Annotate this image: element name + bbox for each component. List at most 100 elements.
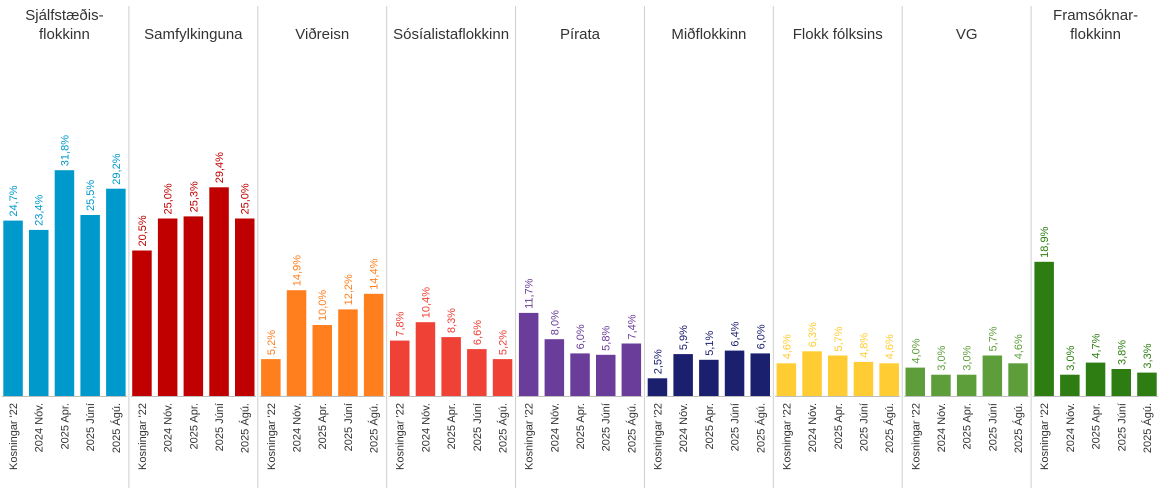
bar-pírata-4 xyxy=(621,343,642,396)
bar-samfylkinguna-3 xyxy=(209,187,229,396)
bar-sósíalistaflokkinn-1 xyxy=(415,322,436,396)
category-tick-label: Kosningar '22 xyxy=(8,403,20,470)
category-tick-label: 2024 Nóv. xyxy=(420,403,432,452)
data-label-viðreisn-0: 5,2% xyxy=(266,330,278,355)
category-tick-label: 2025 Apr. xyxy=(1091,403,1103,450)
bar-vg-3 xyxy=(982,355,1003,396)
bar-vg-1 xyxy=(931,374,951,396)
data-label-sósíalistaflokkinn-3: 6,6% xyxy=(472,320,484,345)
bar-miðflokkinn-4 xyxy=(750,353,770,396)
panel-title-miðflokkinn: Miðflokkinn xyxy=(671,26,746,43)
category-tick-label: 2025 Ágú. xyxy=(883,403,896,453)
panel-title-line: flokkinn xyxy=(1070,26,1121,43)
data-label-viðreisn-3: 12,2% xyxy=(343,274,355,305)
bar-viðreisn-3 xyxy=(338,309,358,396)
data-label-viðreisn-4: 14,4% xyxy=(369,258,381,289)
category-tick-label: 2025 Apr. xyxy=(317,403,329,450)
bar-framsóknar-flokkinn-1 xyxy=(1060,374,1080,396)
data-label-vg-0: 4,0% xyxy=(910,338,922,363)
panel-title-line: Miðflokkinn xyxy=(671,26,746,43)
bar-vg-2 xyxy=(956,374,977,396)
bar-pírata-2 xyxy=(570,353,590,396)
data-label-miðflokkinn-1: 5,9% xyxy=(678,325,690,350)
data-label-miðflokkinn-4: 6,0% xyxy=(755,324,767,349)
data-label-framsóknar-flokkinn-3: 3,8% xyxy=(1116,340,1128,365)
category-tick-label: 2025 Júní xyxy=(214,403,226,451)
data-label-flokk-fólksins-2: 5,7% xyxy=(833,326,845,351)
category-tick-label: Kosningar '22 xyxy=(781,403,793,470)
data-label-viðreisn-2: 10,0% xyxy=(317,290,329,321)
bar-pírata-3 xyxy=(596,354,616,396)
category-tick-label: 2025 Apr. xyxy=(446,403,458,450)
bar-pírata-0 xyxy=(518,312,539,396)
panel-title-line: Viðreisn xyxy=(295,26,349,43)
category-tick-label: 2025 Apr. xyxy=(59,403,71,450)
panel-title-sjálfstæðis-flokkinn: Sjálfstæðis-flokkinn xyxy=(25,7,103,43)
data-label-pírata-4: 7,4% xyxy=(626,314,638,339)
bar-viðreisn-0 xyxy=(261,359,281,396)
category-tick-label: Kosningar '22 xyxy=(653,403,665,470)
bar-flokk-fólksins-3 xyxy=(853,361,874,396)
category-tick-label: 2025 Júní xyxy=(987,403,999,451)
category-tick-label: 2024 Nóv. xyxy=(936,403,948,452)
category-tick-label: Kosningar '22 xyxy=(137,403,149,470)
data-label-samfylkinguna-4: 25,0% xyxy=(240,183,252,214)
data-label-sjálfstæðis-flokkinn-4: 29,2% xyxy=(111,153,123,184)
bar-miðflokkinn-0 xyxy=(647,378,668,397)
data-label-flokk-fólksins-3: 4,8% xyxy=(859,333,871,358)
category-tick-label: 2024 Nóv. xyxy=(1065,403,1077,452)
category-tick-label: Kosningar '22 xyxy=(524,403,536,470)
data-label-vg-1: 3,0% xyxy=(936,345,948,370)
data-label-viðreisn-1: 14,9% xyxy=(292,255,304,286)
bar-samfylkinguna-4 xyxy=(235,218,255,396)
panel-title-viðreisn: Viðreisn xyxy=(295,26,349,43)
data-label-miðflokkinn-0: 2,5% xyxy=(653,349,665,374)
bar-framsóknar-flokkinn-3 xyxy=(1111,369,1131,396)
data-label-flokk-fólksins-0: 4,6% xyxy=(781,334,793,359)
bar-sósíalistaflokkinn-4 xyxy=(492,359,513,396)
category-tick-label: 2025 Júní xyxy=(343,403,355,451)
bar-viðreisn-2 xyxy=(312,325,332,396)
category-tick-label: 2025 Ágú. xyxy=(754,403,767,453)
data-label-sósíalistaflokkinn-1: 10,4% xyxy=(420,287,432,318)
data-label-samfylkinguna-2: 25,3% xyxy=(188,181,200,212)
data-label-vg-3: 5,7% xyxy=(987,326,999,351)
category-tick-label: 2024 Nóv. xyxy=(807,403,819,452)
bar-sósíalistaflokkinn-0 xyxy=(390,340,410,396)
data-label-sjálfstæðis-flokkinn-0: 24,7% xyxy=(8,185,20,216)
category-tick-label: 2025 Apr. xyxy=(962,403,974,450)
category-tick-label: 2024 Nóv. xyxy=(678,403,690,452)
category-tick-label: 2025 Apr. xyxy=(833,403,845,450)
bar-flokk-fólksins-0 xyxy=(776,363,797,396)
category-tick-label: 2025 Júní xyxy=(601,403,613,451)
panel-title-framsóknar-flokkinn: Framsóknar-flokkinn xyxy=(1053,7,1138,43)
data-label-flokk-fólksins-4: 4,6% xyxy=(884,334,896,359)
category-tick-label: 2025 Apr. xyxy=(704,403,716,450)
panel-title-sósíalistaflokkinn: Sósíalistaflokkinn xyxy=(393,26,509,43)
bar-flokk-fólksins-4 xyxy=(879,363,899,396)
data-label-miðflokkinn-3: 6,4% xyxy=(730,321,742,346)
panel-title-line: Pírata xyxy=(560,26,601,43)
bar-sósíalistaflokkinn-3 xyxy=(467,349,487,396)
data-label-samfylkinguna-0: 20,5% xyxy=(137,215,149,246)
data-label-framsóknar-flokkinn-2: 4,7% xyxy=(1091,333,1103,358)
data-label-sjálfstæðis-flokkinn-1: 23,4% xyxy=(34,194,46,225)
data-label-sjálfstæðis-flokkinn-3: 25,5% xyxy=(85,180,97,211)
category-tick-label: 2025 Júní xyxy=(85,403,97,451)
category-tick-label: 2025 Ágú. xyxy=(1012,403,1025,453)
data-label-flokk-fólksins-1: 6,3% xyxy=(807,322,819,347)
category-tick-label: 2025 Apr. xyxy=(575,403,587,450)
bar-miðflokkinn-1 xyxy=(673,354,693,396)
category-tick-label: 2025 Apr. xyxy=(188,403,200,450)
panel-title-line: Flokk fólksins xyxy=(793,26,883,43)
bar-samfylkinguna-2 xyxy=(183,216,204,396)
panel-title-line: Sósíalistaflokkinn xyxy=(393,26,509,43)
bar-flokk-fólksins-1 xyxy=(802,351,822,396)
category-tick-label: Kosningar '22 xyxy=(266,403,278,470)
bar-sósíalistaflokkinn-2 xyxy=(441,337,461,396)
data-label-pírata-1: 8,0% xyxy=(549,310,561,335)
category-tick-label: 2025 Ágú. xyxy=(497,403,510,453)
bar-viðreisn-1 xyxy=(286,290,307,396)
